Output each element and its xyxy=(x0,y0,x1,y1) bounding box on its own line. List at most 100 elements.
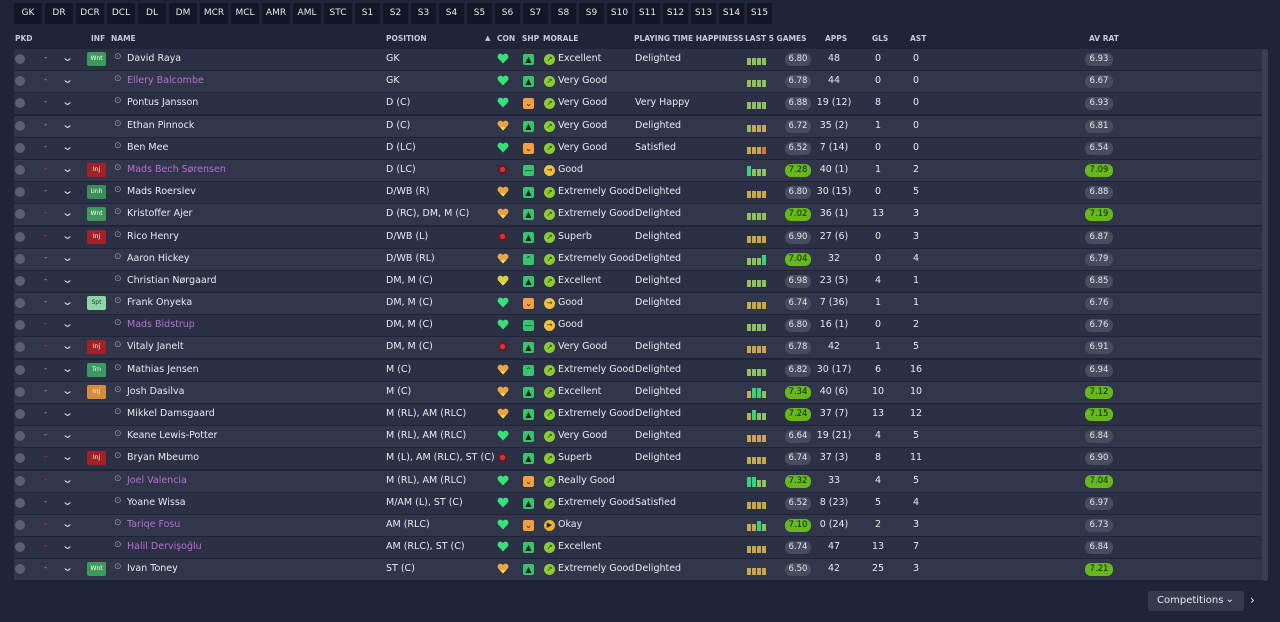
position-filter-s4[interactable]: S4 xyxy=(439,3,464,24)
header-playing-time[interactable]: PLAYING TIME HAPPINESS xyxy=(634,34,744,43)
header-inf[interactable]: INF xyxy=(91,34,106,43)
table-row[interactable]: - ⌄ ⊙ Keane Lewis-Potter M (RL), AM (RLC) ▲ ↗ V… xyxy=(14,426,1266,448)
player-name[interactable]: Halil Dervişoğlu xyxy=(127,541,202,553)
table-row[interactable]: - ⌄ Wnt ⊙ David Raya GK ▲ ↗ Excellent Delighted 6.… xyxy=(14,49,1266,70)
position-filter-dm[interactable]: DM xyxy=(169,3,197,24)
table-row[interactable]: - ⌄ Wnt ⊙ Ivan Toney ST (C) ▲ ↗ Extremely Good De… xyxy=(14,559,1266,581)
chevron-down-icon[interactable]: ⌄ xyxy=(61,472,75,486)
pkd-toggle[interactable] xyxy=(15,76,25,87)
header-position[interactable]: POSITION xyxy=(386,34,427,43)
position-filter-gk[interactable]: GK xyxy=(14,3,42,24)
chevron-down-icon[interactable]: ⌄ xyxy=(61,516,75,530)
table-row[interactable]: - ⌄ Inj ⊙ Mads Bech Sørensen D (LC) — → Good 7.28… xyxy=(14,159,1266,181)
player-name[interactable]: Ben Mee xyxy=(127,141,169,153)
table-row[interactable]: - ⌄ Inj ⊙ Vitaly Janelt DM, M (C) ▲ ↗ Very Good D… xyxy=(14,337,1266,359)
header-gls[interactable]: GLS xyxy=(872,34,889,43)
position-filter-s1[interactable]: S1 xyxy=(355,3,380,24)
pkd-toggle[interactable] xyxy=(15,54,25,64)
header-ast[interactable]: AST xyxy=(910,34,927,43)
pkd-toggle[interactable] xyxy=(15,187,25,198)
pkd-toggle[interactable] xyxy=(15,342,25,353)
chevron-down-icon[interactable]: ⌄ xyxy=(61,272,75,286)
pkd-toggle[interactable] xyxy=(15,98,25,109)
table-row[interactable]: - ⌄ Unh ⊙ Mads Roerslev D/WB (R) ▲ ↗ Extremely G… xyxy=(14,182,1266,204)
position-filter-s12[interactable]: S12 xyxy=(663,3,688,24)
position-filter-dcl[interactable]: DCL xyxy=(107,3,135,24)
pkd-toggle[interactable] xyxy=(15,120,25,131)
pkd-toggle[interactable] xyxy=(15,231,25,242)
table-row[interactable]: - ⌄ ⊙ Christian Nørgaard DM, M (C) ▲ ↗ Excellen… xyxy=(14,270,1266,292)
chevron-down-icon[interactable]: ⌄ xyxy=(61,73,75,87)
position-filter-dl[interactable]: DL xyxy=(138,3,166,24)
chevron-down-icon[interactable]: ⌄ xyxy=(61,95,75,109)
pkd-toggle[interactable] xyxy=(15,386,25,397)
player-name[interactable]: Josh Dasilva xyxy=(127,385,185,397)
header-avrat[interactable]: AV RAT xyxy=(1089,34,1119,43)
pkd-toggle[interactable] xyxy=(15,431,25,442)
position-filter-amr[interactable]: AMR xyxy=(262,3,290,24)
header-apps[interactable]: APPS xyxy=(825,34,848,43)
table-row[interactable]: - ⌄ ⊙ Ellery Balcombe GK ▲ ↗ Very Good 6.78 44 0 0 6… xyxy=(14,71,1266,93)
position-filter-s14[interactable]: S14 xyxy=(719,3,744,24)
table-row[interactable]: - ⌄ ⊙ Mikkel Damsgaard M (RL), AM (RLC) ▲ ↗ Ext… xyxy=(14,404,1266,425)
player-name[interactable]: Kristoffer Ajer xyxy=(127,208,193,220)
chevron-down-icon[interactable]: ⌄ xyxy=(61,206,75,220)
position-filter-mcr[interactable]: MCR xyxy=(200,3,228,24)
pkd-toggle[interactable] xyxy=(15,298,25,309)
table-row[interactable]: - ⌄ ⊙ Aaron Hickey D/WB (RL) ⌃ ↗ Extremely Good… xyxy=(14,248,1266,270)
pkd-toggle[interactable] xyxy=(15,475,25,486)
chevron-down-icon[interactable]: ⌄ xyxy=(61,339,75,353)
position-filter-s5[interactable]: S5 xyxy=(467,3,492,24)
player-name[interactable]: Mathias Jensen xyxy=(127,363,199,375)
chevron-right-icon[interactable]: › xyxy=(1250,593,1255,607)
player-name[interactable]: Mads Roerslev xyxy=(127,186,196,198)
position-filter-s7[interactable]: S7 xyxy=(523,3,548,24)
player-name[interactable]: Tariqe Fosu xyxy=(127,518,181,530)
table-row[interactable]: - ⌄ Spt ⊙ Frank Onyeka DM, M (C) ⌄ → Good Delight… xyxy=(14,293,1266,315)
chevron-down-icon[interactable]: ⌄ xyxy=(61,494,75,508)
chevron-down-icon[interactable]: ⌄ xyxy=(61,250,75,264)
position-filter-s10[interactable]: S10 xyxy=(607,3,632,24)
player-name[interactable]: Keane Lewis-Potter xyxy=(127,430,218,442)
chevron-down-icon[interactable]: ⌄ xyxy=(61,428,75,442)
position-filter-dcr[interactable]: DCR xyxy=(76,3,104,24)
header-con[interactable]: CON xyxy=(497,34,516,43)
chevron-down-icon[interactable]: ⌄ xyxy=(61,139,75,153)
chevron-down-icon[interactable]: ⌄ xyxy=(61,561,75,575)
position-filter-s3[interactable]: S3 xyxy=(411,3,436,24)
player-name[interactable]: Mikkel Damsgaard xyxy=(127,408,215,419)
player-name[interactable]: Pontus Jansson xyxy=(127,97,199,109)
scrollbar[interactable] xyxy=(1262,49,1268,581)
chevron-down-icon[interactable]: ⌄ xyxy=(61,406,75,419)
chevron-down-icon[interactable]: ⌄ xyxy=(61,295,75,309)
table-row[interactable]: - ⌄ ⊙ Joel Valencia M (RL), AM (RLC) ⌄ ↗ Really… xyxy=(14,470,1266,492)
chevron-down-icon[interactable]: ⌄ xyxy=(61,450,75,464)
table-row[interactable]: - ⌄ Wnt ⊙ Kristoffer Ajer D (RC), DM, M (C) ▲ ↗… xyxy=(14,204,1266,226)
header-shp[interactable]: SHP xyxy=(522,34,540,43)
pkd-toggle[interactable] xyxy=(15,564,25,575)
header-morale[interactable]: MORALE xyxy=(543,34,579,43)
player-name[interactable]: Ethan Pinnock xyxy=(127,119,195,131)
pkd-toggle[interactable] xyxy=(15,364,25,375)
player-name[interactable]: Mads Bidstrup xyxy=(127,319,195,331)
chevron-down-icon[interactable]: ⌄ xyxy=(61,539,75,553)
player-name[interactable]: Ellery Balcombe xyxy=(127,75,204,87)
table-row[interactable]: - ⌄ ⊙ Halil Dervişoğlu AM (RLC), ST (C) ▲ ↗ Exc… xyxy=(14,537,1266,559)
chevron-down-icon[interactable]: ⌄ xyxy=(61,361,75,375)
position-filter-s15[interactable]: S15 xyxy=(747,3,772,24)
position-filter-mcl[interactable]: MCL xyxy=(231,3,259,24)
position-filter-aml[interactable]: AML xyxy=(293,3,321,24)
position-filter-s6[interactable]: S6 xyxy=(495,3,520,24)
header-name[interactable]: NAME xyxy=(111,34,136,43)
position-filter-s2[interactable]: S2 xyxy=(383,3,408,24)
table-row[interactable]: - ⌄ ⊙ Ethan Pinnock D (C) ▲ ↗ Very Good Delighte… xyxy=(14,115,1266,137)
table-row[interactable]: - ⌄ ⊙ Pontus Jansson D (C) ⌄ ↗ Very Good Very Ha… xyxy=(14,93,1266,115)
header-pkd[interactable]: PKD xyxy=(15,34,33,43)
pkd-toggle[interactable] xyxy=(15,453,25,464)
player-name[interactable]: Aaron Hickey xyxy=(127,252,190,264)
player-name[interactable]: Bryan Mbeumo xyxy=(127,452,200,464)
player-name[interactable]: Rico Henry xyxy=(127,230,179,242)
table-row[interactable]: - ⌄ Inj ⊙ Josh Dasilva M (C) ▲ ↗ Excellent Deligh… xyxy=(14,381,1266,403)
table-row[interactable]: - ⌄ ⊙ Mads Bidstrup DM, M (C) — → Good 6.80 16 (1… xyxy=(14,315,1266,337)
pkd-toggle[interactable] xyxy=(15,497,25,508)
